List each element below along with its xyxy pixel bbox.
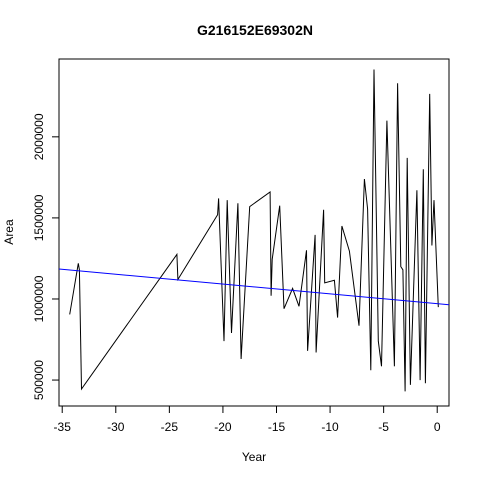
y-axis: 500000 1000000 1500000 2000000 (32, 113, 59, 400)
x-tick-label: -20 (214, 420, 232, 434)
area-series-line (70, 70, 439, 392)
chart-title: G216152E69302N (197, 22, 313, 38)
x-tick-label: -35 (54, 420, 72, 434)
x-tick-label: -10 (321, 420, 339, 434)
x-tick-label: -25 (161, 420, 179, 434)
y-tick-label: 500000 (32, 360, 46, 400)
y-tick-label: 1500000 (32, 194, 46, 241)
trend-line (59, 269, 449, 305)
x-axis-label: Year (242, 450, 266, 464)
x-tick-label: -30 (107, 420, 125, 434)
x-axis: -35 -30 -25 -20 -15 -10 -5 0 (54, 406, 441, 434)
y-tick-label: 2000000 (32, 113, 46, 160)
plot-area (59, 70, 449, 392)
x-tick-label: -15 (268, 420, 286, 434)
y-axis-label: Area (2, 219, 16, 245)
x-tick-label: -5 (378, 420, 389, 434)
y-tick-label: 1000000 (32, 275, 46, 322)
x-tick-label: 0 (434, 420, 441, 434)
